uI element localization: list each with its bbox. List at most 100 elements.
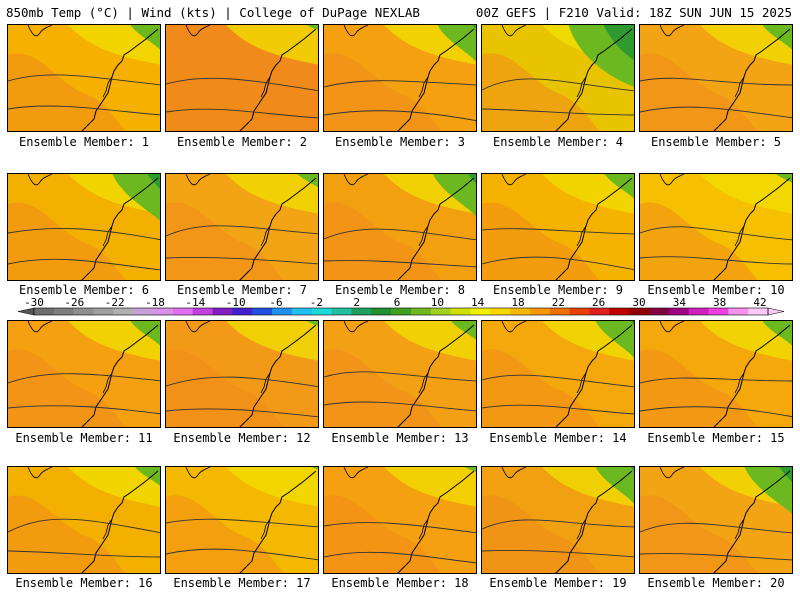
height-contour	[640, 226, 792, 241]
ensemble-panel-1	[7, 24, 161, 132]
ensemble-panel-10	[639, 173, 793, 281]
temperature-map	[640, 25, 792, 131]
height-contour	[324, 260, 476, 268]
ensemble-panel-12	[165, 320, 319, 428]
height-contour	[166, 108, 318, 119]
colorbar-swatch	[371, 308, 392, 315]
colorbar-tick-label: 42	[753, 296, 767, 309]
colorbar-tick-label: -6	[269, 296, 283, 309]
colorbar-swatch	[748, 308, 769, 315]
colorbar-swatch	[708, 308, 729, 315]
height-contour	[482, 519, 634, 530]
colorbar-tick-label: -30	[24, 296, 44, 309]
temperature-map	[8, 25, 160, 131]
height-contour	[8, 373, 160, 384]
height-contour	[8, 258, 160, 271]
ensemble-panel-20	[639, 466, 793, 574]
height-contour	[482, 78, 634, 92]
temperature-map	[324, 25, 476, 131]
colorbar-swatch	[391, 308, 412, 315]
height-contour	[640, 77, 792, 86]
colorbar-swatch	[529, 308, 551, 315]
height-contour	[324, 80, 476, 88]
colorbar-swatch	[34, 308, 55, 315]
colorbar-swatch	[153, 308, 174, 315]
member-label: Ensemble Member: 16	[15, 576, 153, 590]
member-label: Ensemble Member: 14	[489, 431, 627, 445]
member-label: Ensemble Member: 7	[176, 283, 308, 297]
temperature-map	[8, 174, 160, 280]
height-contour	[482, 404, 634, 415]
temperature-map	[482, 25, 634, 131]
colorbar-swatch	[113, 308, 134, 315]
height-contour	[324, 110, 476, 122]
height-contour	[166, 408, 318, 418]
member-label: Ensemble Member: 2	[176, 135, 308, 149]
colorbar-swatch	[172, 308, 194, 315]
temperature-map	[640, 321, 792, 427]
temperature-map	[8, 321, 160, 427]
colorbar-tick-label: -26	[64, 296, 85, 309]
colorbar-swatch	[490, 308, 511, 315]
colorbar-swatch	[410, 308, 432, 315]
ensemble-panel-13	[323, 320, 477, 428]
ensemble-panel-17	[165, 466, 319, 574]
colorbar-swatch	[311, 308, 333, 315]
colorbar-tick-label: 34	[672, 296, 686, 309]
colorbar-tick-label: -2	[309, 296, 323, 309]
height-contour	[166, 225, 318, 237]
colorbar-swatch	[648, 308, 670, 315]
height-contour	[482, 108, 634, 116]
height-contour	[324, 401, 476, 412]
colorbar-swatch	[351, 308, 372, 315]
ensemble-panel-2	[165, 24, 319, 132]
colorbar-tick-label: -22	[104, 296, 125, 309]
temperature-map	[8, 467, 160, 573]
height-contour	[166, 548, 318, 561]
colorbar-swatch	[450, 308, 471, 315]
height-contour	[8, 518, 160, 534]
member-label: Ensemble Member: 12	[173, 431, 311, 445]
height-contour	[324, 371, 476, 382]
header: 850mb Temp (°C) | Wind (kts) | College o…	[0, 0, 800, 22]
height-contour	[640, 522, 792, 534]
height-contour	[8, 550, 160, 558]
colorbar-tick-label: 6	[393, 296, 401, 309]
colorbar-swatch	[53, 308, 75, 315]
height-contour	[482, 374, 634, 388]
colorbar-swatch	[629, 308, 650, 315]
colorbar-swatch	[589, 308, 610, 315]
temperature-colorbar	[17, 307, 785, 316]
height-contour	[640, 106, 792, 119]
height-contour	[482, 256, 634, 271]
height-contour	[324, 228, 476, 241]
height-contour	[8, 105, 160, 116]
member-label: Ensemble Member: 4	[492, 135, 624, 149]
member-label: Ensemble Member: 20	[647, 576, 785, 590]
colorbar-swatch	[470, 308, 491, 315]
ensemble-panel-7	[165, 173, 319, 281]
temperature-map	[166, 321, 318, 427]
ensemble-panel-14	[481, 320, 635, 428]
height-contour	[640, 553, 792, 561]
member-label: Ensemble Member: 15	[647, 431, 785, 445]
ensemble-panel-3	[323, 24, 477, 132]
ensemble-panel-19	[481, 466, 635, 574]
colorbar-swatch	[728, 308, 749, 315]
colorbar-swatch	[549, 308, 571, 315]
temperature-map	[166, 25, 318, 131]
colorbar-swatch	[212, 308, 233, 315]
member-label: Ensemble Member: 18	[331, 576, 469, 590]
temperature-map	[166, 174, 318, 280]
colorbar-swatch	[569, 308, 590, 315]
colorbar-tick-label: -14	[185, 296, 206, 309]
member-label: Ensemble Member: 17	[173, 576, 311, 590]
temperature-map	[324, 467, 476, 573]
colorbar-tick-label: 30	[632, 296, 646, 309]
height-contour	[640, 256, 792, 265]
height-contour	[166, 77, 318, 92]
ensemble-panel-6	[7, 173, 161, 281]
ensemble-panel-11	[7, 320, 161, 428]
ensemble-panel-18	[323, 466, 477, 574]
colorbar-tick-label: 26	[592, 296, 606, 309]
